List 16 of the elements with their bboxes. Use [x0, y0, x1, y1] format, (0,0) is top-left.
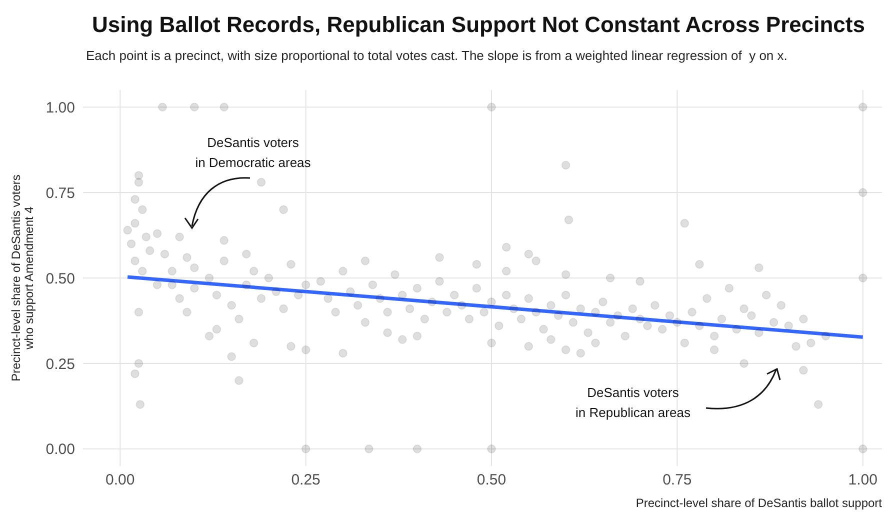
annotation: DeSantis voters in Democratic areas — [194, 134, 312, 172]
y-tick-label: 0.50 — [46, 270, 75, 288]
y-axis-title: Precinct-level share of DeSantis voters who support Amendment 4 — [9, 174, 36, 382]
y-tick-label: 0.25 — [46, 356, 75, 373]
x-tick-label: 0.50 — [476, 472, 506, 489]
y-tick-label: 0.00 — [46, 441, 75, 458]
x-tick-label: 0.25 — [291, 472, 320, 489]
chart-title: Using Ballot Records, Republican Support Not Constant Across Precincts — [92, 12, 865, 38]
chart-subtitle: Each point is a precinct, with size proportional to total votes cast. The slope is from a weighted linear regression of y on x. — [86, 48, 788, 63]
x-tick-label: 0.00 — [106, 472, 135, 489]
x-axis-title: Precinct-level share of DeSantis ballot support — [636, 496, 882, 510]
y-tick-label: 1.00 — [46, 99, 75, 116]
x-tick-label: 0.75 — [662, 472, 692, 489]
y-tick-label: 0.75 — [46, 184, 75, 202]
annotation: DeSantis voters in Republican areas — [574, 384, 692, 422]
x-tick-label: 1.00 — [848, 472, 878, 489]
